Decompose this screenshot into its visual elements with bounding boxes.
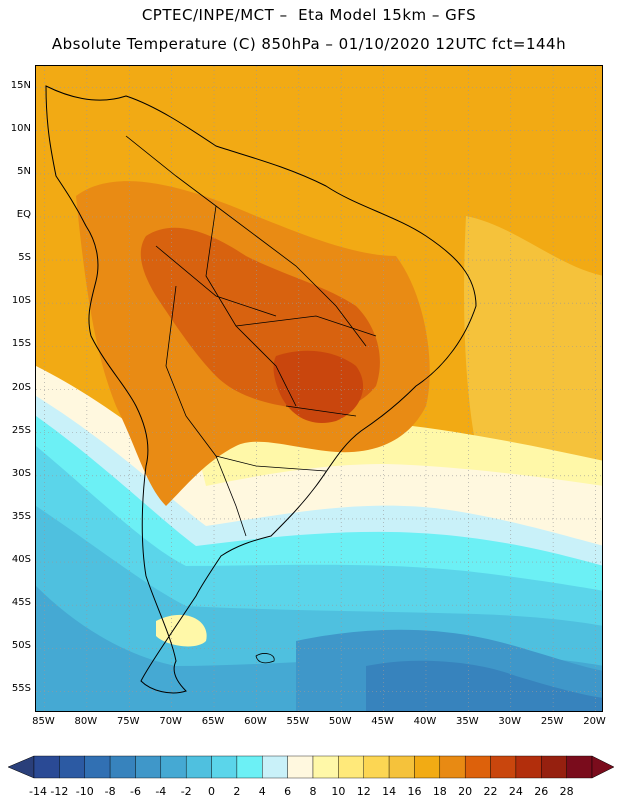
colorbar-under-arrow (7, 755, 35, 779)
colorbar-tick-label: -2 (181, 785, 192, 798)
longitude-label: 20W (583, 716, 606, 727)
colorbar-tick-label: 6 (284, 785, 291, 798)
longitude-label: 75W (116, 716, 140, 727)
longitude-label: 45W (371, 716, 394, 727)
colorbar-swatch (566, 755, 593, 779)
latitude-label: 5S (18, 252, 31, 264)
colorbar-swatch (541, 755, 567, 779)
colorbar-swatch (388, 755, 415, 779)
colorbar-swatch (59, 755, 85, 779)
colorbar-tick-label: 26 (534, 785, 548, 798)
colorbar: -14 -12 -10 -8 -6 -4 -2 0 2 4 6 8 10 12 14 16 18 20 22 24 26… (7, 755, 615, 798)
colorbar-swatch (439, 755, 466, 779)
colorbar-tick-label: -6 (130, 785, 141, 798)
colorbar-tick-label: 20 (458, 785, 472, 798)
longitude-label: 55W (286, 716, 310, 727)
latitude-label: 55S (11, 683, 31, 695)
longitude-label: 25W (540, 716, 564, 727)
field-warm-patch-south-atlantic (156, 614, 207, 647)
temperature-map (35, 65, 603, 712)
longitude-label: 30W (498, 716, 522, 727)
colorbar-tick-label: 8 (310, 785, 317, 798)
colorbar-tick-label: 28 (560, 785, 574, 798)
colorbar-tick-label: -12 (50, 785, 68, 798)
country-borders (125, 135, 377, 537)
longitude-label: 40W (413, 716, 437, 727)
colorbar-tick-label: -10 (76, 785, 94, 798)
colorbar-tick-label: 0 (208, 785, 215, 798)
colorbar-swatch (414, 755, 441, 779)
latitude-label: 40S (11, 554, 31, 566)
latitude-label: EQ (16, 208, 31, 220)
colorbar-swatch (464, 755, 491, 779)
colorbar-swatch (33, 755, 60, 779)
latitude-label: 10S (11, 295, 31, 307)
colorbar-tick-label: 12 (357, 785, 371, 798)
colorbar-swatch (287, 755, 314, 779)
latitude-label: 20S (11, 381, 31, 393)
longitude-label: 35W (456, 716, 479, 727)
colorbar-swatch (363, 755, 390, 779)
colorbar-swatch (312, 755, 339, 779)
latitude-label: 35S (11, 510, 31, 522)
colorbar-tick-label: 14 (382, 785, 396, 798)
field-band-16-18-east (464, 216, 602, 496)
latitude-label: 15N (10, 79, 31, 91)
longitude-label: 60W (244, 716, 267, 727)
temperature-field (36, 66, 602, 711)
colorbar-tick-label: -14 (29, 785, 47, 798)
colorbar-tick-label: -4 (155, 785, 166, 798)
latitude-label: 30S (11, 467, 31, 479)
colorbar-swatch (262, 755, 288, 779)
colorbar-swatch (84, 755, 111, 779)
colorbar-tick-label: 10 (331, 785, 345, 798)
longitude-label: 85W (32, 716, 55, 727)
colorbar-swatch (515, 755, 542, 779)
longitude-label: 65W (201, 716, 225, 727)
colorbar-tick-label: 18 (433, 785, 447, 798)
latitude-label: 10N (10, 122, 31, 134)
colorbar-tick-label: 16 (407, 785, 421, 798)
latitude-label: 50S (11, 640, 31, 652)
colorbar-over-arrow (591, 755, 615, 779)
longitude-label: 50W (328, 716, 352, 727)
map-title-line2: Absolute Temperature (C) 850hPa – 01/10/… (51, 35, 567, 53)
colorbar-swatch (185, 755, 212, 779)
falklands-outline (255, 653, 275, 664)
colorbar-tick-label: 4 (259, 785, 266, 798)
colorbar-swatch (135, 755, 162, 779)
colorbar-swatch (211, 755, 238, 779)
map-title-line1: CPTEC/INPE/MCT – Eta Model 15km – GFS (141, 6, 477, 24)
latitude-label: 5N (17, 165, 31, 177)
continent-outline (45, 85, 477, 694)
graticule (36, 66, 602, 711)
colorbar-swatch (490, 755, 517, 779)
colorbar-tick-label: 24 (509, 785, 523, 798)
longitude-label: 80W (74, 716, 98, 727)
latitude-label: 15S (11, 338, 31, 350)
field-band-m8-m6 (366, 660, 602, 711)
latitude-label: 45S (11, 597, 31, 609)
latitude-label: 25S (11, 424, 31, 436)
colorbar-swatch (109, 755, 136, 779)
colorbar-tick-label: -8 (105, 785, 116, 798)
colorbar-swatch (236, 755, 263, 779)
colorbar-tick-label: 22 (484, 785, 498, 798)
colorbar-tick-label: 2 (233, 785, 240, 798)
colorbar-swatch (160, 755, 187, 779)
longitude-label: 70W (159, 716, 182, 727)
colorbar-swatch (338, 755, 364, 779)
